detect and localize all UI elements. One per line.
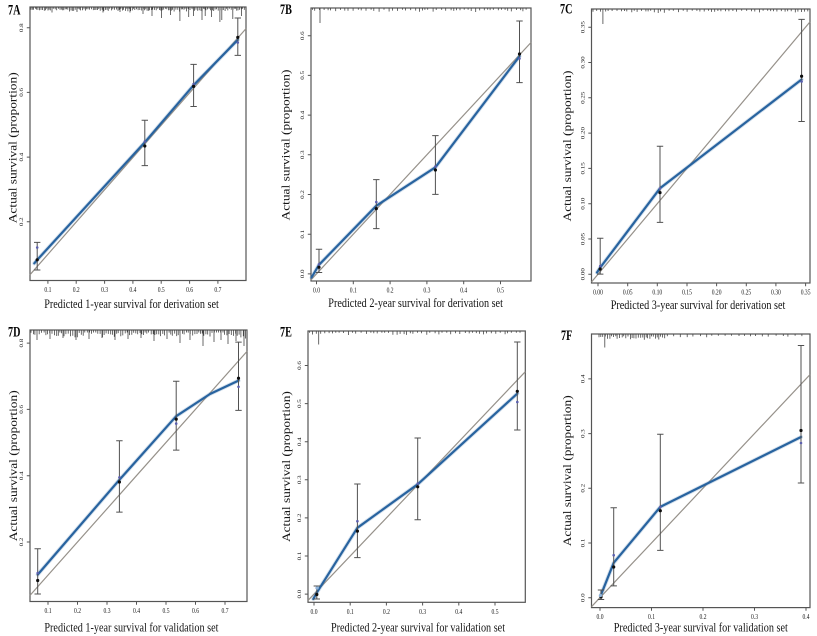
svg-text:0.5: 0.5 — [297, 399, 303, 408]
svg-text:0.2: 0.2 — [300, 190, 306, 199]
svg-text:0.3: 0.3 — [297, 475, 303, 484]
svg-text:0.7: 0.7 — [222, 607, 229, 615]
svg-text:7C: 7C — [560, 1, 572, 17]
svg-text:0.0: 0.0 — [597, 614, 604, 622]
svg-text:0.6: 0.6 — [297, 361, 303, 370]
svg-text:0.4: 0.4 — [129, 286, 137, 294]
svg-text:0.6: 0.6 — [19, 88, 25, 97]
svg-text:Predicted 2-year survival for: Predicted 2-year survival for derivation… — [328, 296, 503, 310]
svg-text:0.3: 0.3 — [419, 608, 426, 616]
svg-text:0.30: 0.30 — [580, 56, 586, 68]
svg-text:Predicted 2-year survival for: Predicted 2-year survival for validation… — [331, 620, 506, 634]
svg-text:0.0: 0.0 — [313, 287, 320, 295]
svg-text:0.0: 0.0 — [580, 593, 586, 602]
svg-text:0.6: 0.6 — [300, 31, 306, 40]
svg-text:0.25: 0.25 — [580, 92, 586, 104]
svg-text:0.1: 0.1 — [300, 230, 306, 239]
svg-text:0.30: 0.30 — [771, 289, 781, 297]
svg-text:0.5: 0.5 — [163, 607, 170, 615]
svg-text:0.35: 0.35 — [801, 289, 811, 297]
svg-text:0.8: 0.8 — [19, 23, 25, 32]
svg-text:0.15: 0.15 — [682, 289, 692, 297]
svg-text:Actual survival (proportion): Actual survival (proportion) — [280, 391, 293, 542]
svg-text:0.2: 0.2 — [19, 538, 25, 547]
svg-text:0.05: 0.05 — [580, 233, 586, 245]
svg-text:0.10: 0.10 — [652, 289, 662, 297]
svg-text:0.1: 0.1 — [347, 608, 354, 616]
svg-text:0.5: 0.5 — [492, 608, 499, 616]
svg-text:0.7: 0.7 — [214, 286, 221, 294]
svg-text:0.3: 0.3 — [751, 614, 758, 622]
svg-text:0.4: 0.4 — [19, 470, 25, 480]
svg-text:0.2: 0.2 — [73, 286, 80, 294]
svg-text:7E: 7E — [280, 324, 292, 340]
svg-text:Predicted 1-year survival for: Predicted 1-year survival for derivation… — [44, 297, 219, 311]
svg-text:0.3: 0.3 — [580, 429, 586, 438]
svg-text:0.1: 0.1 — [580, 539, 586, 548]
svg-text:0.0: 0.0 — [297, 590, 303, 599]
svg-text:0.2: 0.2 — [580, 484, 586, 493]
svg-text:0.0: 0.0 — [311, 608, 318, 616]
svg-text:Actual survival (proportion): Actual survival (proportion) — [7, 390, 20, 541]
svg-text:0.4: 0.4 — [460, 287, 468, 295]
svg-text:0.0: 0.0 — [300, 270, 306, 279]
svg-text:0.2: 0.2 — [297, 514, 303, 523]
svg-text:0.25: 0.25 — [741, 289, 751, 297]
svg-text:0.4: 0.4 — [133, 607, 141, 615]
svg-text:0.6: 0.6 — [192, 607, 199, 615]
svg-text:0.2: 0.2 — [700, 614, 707, 622]
svg-text:0.8: 0.8 — [19, 339, 25, 348]
svg-text:Actual survival (proportion): Actual survival (proportion) — [279, 70, 292, 221]
svg-text:0.4: 0.4 — [300, 110, 306, 120]
svg-text:0.2: 0.2 — [19, 217, 25, 226]
svg-text:0.4: 0.4 — [803, 614, 811, 622]
svg-text:0.5: 0.5 — [497, 287, 504, 295]
svg-text:0.6: 0.6 — [186, 286, 193, 294]
svg-text:0.10: 0.10 — [580, 198, 586, 210]
svg-text:0.4: 0.4 — [19, 152, 25, 162]
svg-text:0.35: 0.35 — [580, 21, 586, 33]
svg-text:0.1: 0.1 — [45, 607, 52, 615]
svg-text:0.3: 0.3 — [423, 287, 430, 295]
svg-text:Actual survival (proportion): Actual survival (proportion) — [6, 72, 19, 223]
svg-text:0.3: 0.3 — [101, 286, 108, 294]
svg-text:0.3: 0.3 — [300, 150, 306, 159]
svg-text:7D: 7D — [8, 324, 20, 340]
svg-text:7F: 7F — [561, 327, 573, 343]
svg-text:0.1: 0.1 — [297, 552, 303, 561]
svg-text:7A: 7A — [8, 2, 20, 18]
svg-text:7B: 7B — [280, 1, 292, 17]
svg-text:0.1: 0.1 — [350, 287, 357, 295]
svg-text:0.20: 0.20 — [712, 289, 722, 297]
svg-text:0.4: 0.4 — [297, 436, 303, 446]
svg-text:0.1: 0.1 — [44, 286, 51, 294]
svg-text:0.2: 0.2 — [74, 607, 81, 615]
svg-text:0.05: 0.05 — [623, 289, 633, 297]
svg-text:0.20: 0.20 — [580, 127, 586, 139]
svg-text:0.5: 0.5 — [300, 71, 306, 80]
svg-text:0.00: 0.00 — [593, 289, 603, 297]
svg-text:Actual survival (proportion): Actual survival (proportion) — [561, 71, 574, 222]
svg-text:Predicted 3-year survival for: Predicted 3-year survival for validation… — [614, 620, 789, 634]
svg-text:0.00: 0.00 — [580, 268, 586, 280]
svg-text:0.6: 0.6 — [19, 405, 25, 414]
svg-text:Actual survival (proportion): Actual survival (proportion) — [561, 395, 574, 546]
svg-text:0.1: 0.1 — [648, 614, 655, 622]
svg-text:0.3: 0.3 — [104, 607, 111, 615]
svg-text:0.2: 0.2 — [383, 608, 390, 616]
svg-text:Predicted 3-year survival for: Predicted 3-year survival for derivation… — [611, 298, 786, 312]
svg-text:0.15: 0.15 — [580, 162, 586, 174]
svg-text:0.4: 0.4 — [455, 608, 463, 616]
svg-text:0.5: 0.5 — [158, 286, 165, 294]
svg-text:Predicted 1-year survival for: Predicted 1-year survival for validation… — [44, 620, 219, 634]
svg-text:0.4: 0.4 — [580, 374, 586, 384]
svg-text:0.2: 0.2 — [387, 287, 394, 295]
